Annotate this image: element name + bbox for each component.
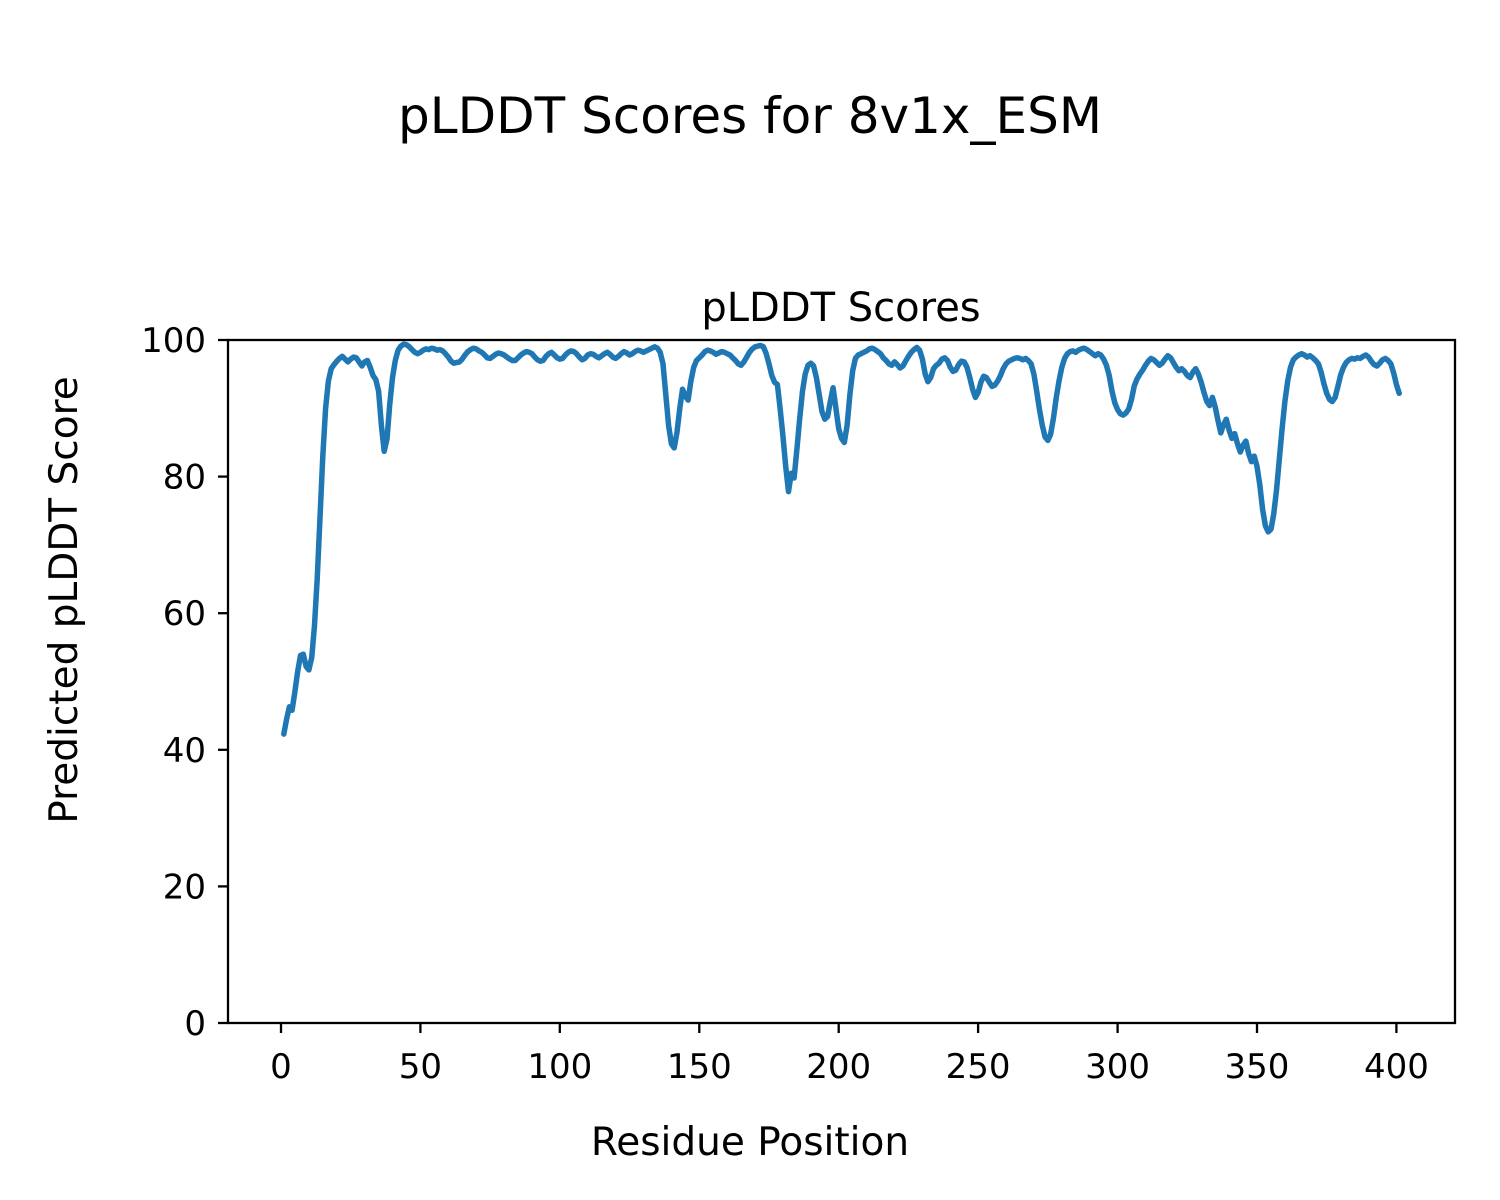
plddt-score-line: [281, 341, 1402, 737]
y-axis-label: Predicted pLDDT Score: [42, 376, 87, 823]
x-tick-label: 0: [270, 1047, 292, 1087]
y-ticks: 0 20 40 60 80 100: [141, 321, 228, 1044]
y-tick-label: 20: [163, 867, 206, 907]
x-tick-label: 100: [527, 1047, 592, 1087]
y-tick-label: 100: [141, 321, 206, 361]
x-ticks: 0 50 100 150 200 250 300 350 400: [270, 1023, 1429, 1087]
x-tick-label: 150: [667, 1047, 732, 1087]
x-tick-label: 200: [806, 1047, 871, 1087]
x-tick-label: 350: [1225, 1047, 1290, 1087]
y-tick-label: 0: [184, 1004, 206, 1044]
x-tick-label: 50: [399, 1047, 442, 1087]
y-tick-label: 60: [163, 594, 206, 634]
x-tick-label: 300: [1085, 1047, 1150, 1087]
axes-title: pLDDT Scores: [701, 285, 980, 331]
x-tick-label: 400: [1364, 1047, 1429, 1087]
figure-title: pLDDT Scores for 8v1x_ESM: [398, 87, 1102, 145]
y-tick-label: 40: [163, 731, 206, 771]
x-axis-label: Residue Position: [591, 1120, 909, 1165]
y-tick-label: 80: [163, 458, 206, 498]
x-tick-label: 250: [946, 1047, 1011, 1087]
plot-area-spines: [226, 338, 1457, 1025]
